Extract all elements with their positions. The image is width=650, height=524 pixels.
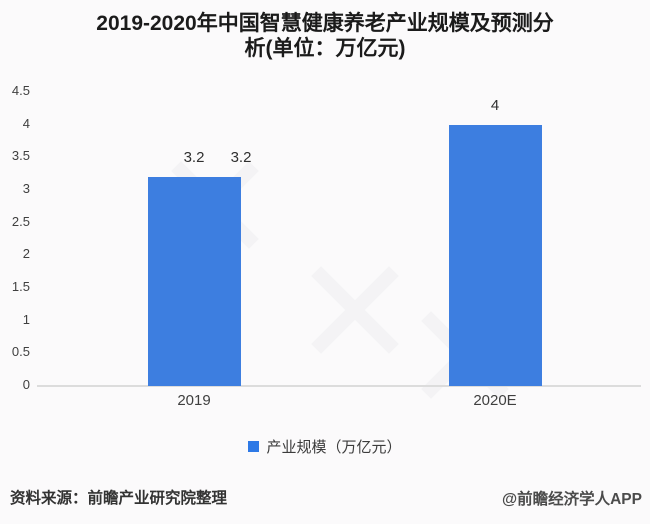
bar-value-label: 4	[490, 96, 500, 114]
x-axis-tick-label: 2019	[177, 392, 211, 409]
footer-source: 资料来源：前瞻产业研究院整理	[10, 490, 228, 507]
chart-title-line1: 2019-2020年中国智慧健康养老产业规模及预测分	[96, 12, 554, 35]
bar-value-label: 3.2	[183, 148, 205, 166]
legend-swatch-icon	[248, 441, 260, 452]
bar-2020E	[448, 124, 542, 386]
y-axis-tick-label: 4	[22, 115, 30, 131]
y-axis-tick-label: 0	[22, 377, 30, 392]
x-axis-line	[37, 385, 641, 387]
bar-value-label: 3.2	[230, 148, 252, 166]
bar-2019	[147, 176, 241, 386]
footer-credit: @前瞻经济学人APP	[502, 491, 642, 508]
y-axis-tick-label: 0.5	[11, 344, 30, 360]
chart-title-line2: 析(单位：万亿元)	[244, 37, 406, 60]
y-axis-tick-label: 1	[22, 311, 30, 327]
y-axis-tick-label: 1.5	[11, 279, 30, 294]
legend: 产业规模（万亿元）	[0, 436, 650, 457]
y-axis-tick-label: 2	[22, 246, 30, 262]
legend-label: 产业规模（万亿元）	[266, 439, 402, 456]
y-axis-tick-label: 3.5	[11, 148, 30, 164]
chart-title: 2019-2020年中国智慧健康养老产业规模及预测分 析(单位：万亿元)	[40, 11, 610, 61]
y-axis-tick-label: 3	[22, 181, 30, 196]
y-axis-tick-label: 2.5	[11, 213, 30, 229]
y-axis-tick-label: 4.5	[11, 83, 30, 98]
x-axis-tick-label: 2020E	[473, 392, 517, 409]
